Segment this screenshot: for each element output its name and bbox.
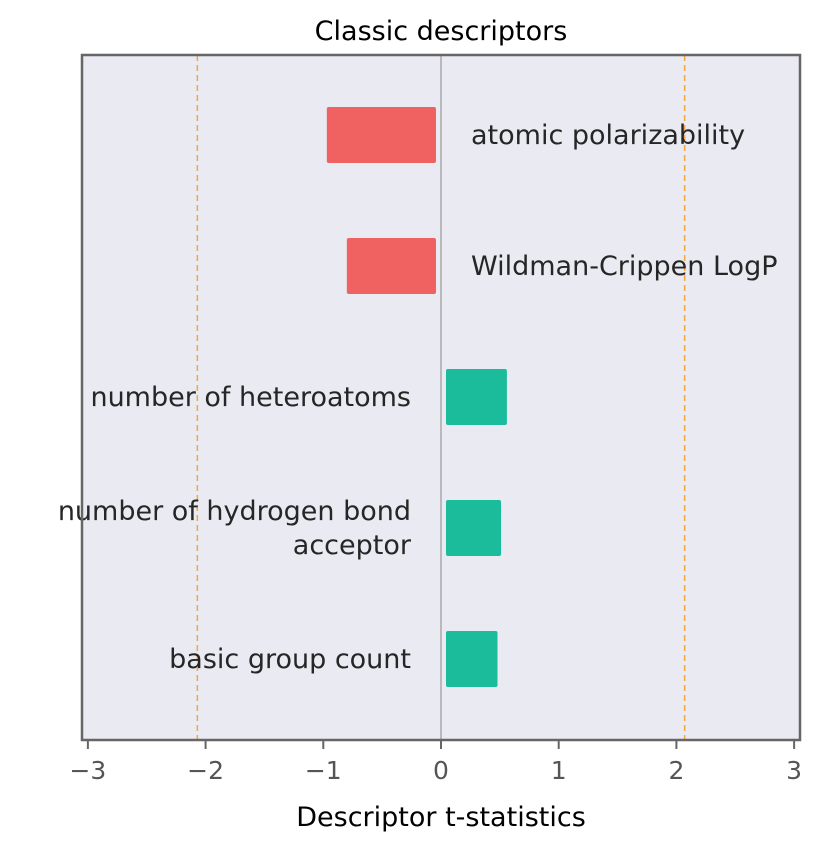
- bar-label-number-of-heteroatoms: number of heteroatoms: [90, 382, 411, 413]
- reference-lines: [196, 55, 686, 740]
- bar-label-number-of-hydrogen-bond-acceptor: number of hydrogen bond acceptor: [58, 496, 412, 561]
- bar-number-of-heteroatoms: [446, 369, 507, 425]
- bar-labels: atomic polarizability Wildman-Crippen Log…: [58, 120, 778, 675]
- bar-label-basic-group-count: basic group count: [169, 644, 411, 675]
- x-axis-ticks: −3 −2 −1 0 1 2 3: [69, 740, 802, 785]
- bars: [326, 107, 507, 687]
- x-tick-label: 2: [668, 756, 684, 785]
- x-tick-label: 3: [786, 756, 802, 785]
- x-tick-label: 0: [433, 756, 449, 785]
- x-tick-label: −3: [69, 756, 106, 785]
- bar-atomic-polarizability: [326, 107, 436, 163]
- bar-basic-group-count: [446, 631, 498, 687]
- x-tick-label: −1: [305, 756, 342, 785]
- bar-number-of-hydrogen-bond-acceptor: [446, 500, 502, 556]
- bar-label-wildman-crippen-logp: Wildman-Crippen LogP: [471, 251, 778, 282]
- bar-label-atomic-polarizability: atomic polarizability: [471, 120, 745, 151]
- x-axis-label: Descriptor t-statistics: [296, 802, 586, 833]
- bar-wildman-crippen-logp: [346, 238, 436, 294]
- x-tick-label: 1: [551, 756, 567, 785]
- x-tick-label: −2: [187, 756, 224, 785]
- chart-title: Classic descriptors: [315, 16, 568, 47]
